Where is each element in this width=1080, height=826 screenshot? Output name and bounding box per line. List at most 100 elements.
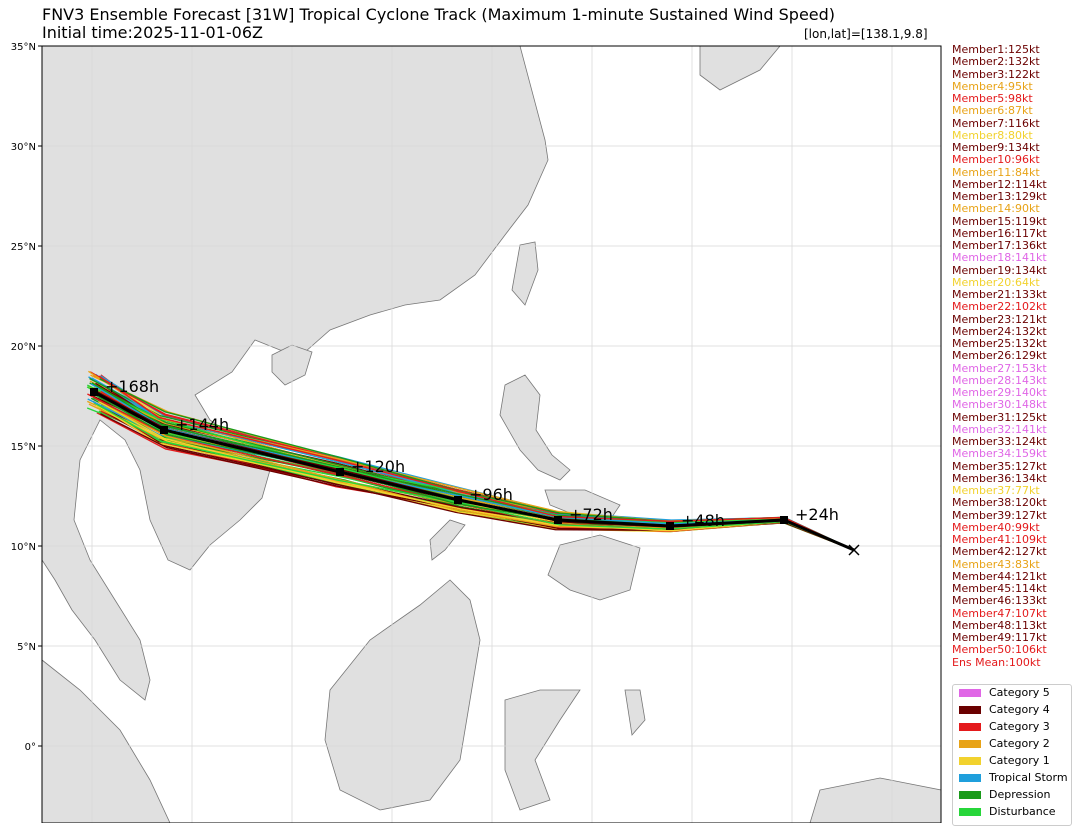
latitude-axis: 35°N 30°N 25°N 20°N 15°N 10°N 5°N 0°	[11, 42, 42, 753]
lat-tick-label: 15°N	[11, 442, 36, 453]
forecast-point	[780, 516, 788, 524]
legend-entry: Disturbance	[953, 804, 1071, 821]
forecast-point	[90, 388, 98, 396]
member-intensity: Member45:114kt	[952, 582, 1047, 595]
member-intensity: Member46:133kt	[952, 594, 1047, 608]
lat-tick-label: 20°N	[11, 342, 36, 353]
legend-entry: Tropical Storm	[953, 770, 1071, 787]
land-borneo	[324, 579, 481, 811]
land-sulawesi	[504, 689, 581, 811]
legend-label: Category 4	[989, 703, 1050, 716]
member-intensity-list: Member1:125kt Member2:132kt Member3:122kt M…	[952, 43, 1047, 669]
land-mainland-asia	[41, 45, 549, 701]
forecast-point	[554, 516, 562, 524]
member-intensity: Member37:77kt	[952, 484, 1040, 497]
member-intensity: Member25:132kt	[952, 337, 1047, 350]
map-frame	[41, 45, 942, 823]
member-intensity: Member48:113kt	[952, 618, 1047, 632]
ensemble-mean-line	[93, 390, 855, 552]
member-intensity: Member10:96kt	[952, 153, 1040, 167]
member-intensity: Member47:107kt	[952, 606, 1047, 620]
legend-entry: Category 2	[953, 736, 1071, 753]
member-intensity: Member43:83kt	[952, 557, 1040, 571]
forecast-point	[666, 522, 674, 530]
forecast-hour-label: +24h	[795, 505, 839, 524]
forecast-hour-label: +72h	[569, 505, 613, 524]
legend-label: Category 3	[989, 720, 1050, 733]
legend-swatch	[959, 723, 981, 731]
lat-tick-label: 25°N	[11, 242, 36, 253]
forecast-point	[336, 468, 344, 476]
legend-entry: Category 1	[953, 753, 1071, 770]
legend-entry: Depression	[953, 787, 1071, 804]
forecast-point	[160, 426, 168, 434]
legend-entry: Category 4	[953, 702, 1071, 719]
member-intensity: Member39:127kt	[952, 508, 1047, 522]
member-intensity: Member31:125kt	[952, 410, 1047, 424]
member-track	[98, 375, 855, 551]
member-intensity: Member4:95kt	[952, 79, 1033, 93]
land-layer	[41, 45, 942, 823]
member-intensity: Member49:117kt	[952, 631, 1047, 644]
legend-label: Category 5	[989, 686, 1050, 699]
legend-label: Category 1	[989, 754, 1050, 767]
land-mindanao	[547, 534, 641, 601]
member-intensity: Member7:116kt	[952, 116, 1040, 130]
category-legend: Category 5 Category 4 Category 3 Category 2…	[952, 684, 1072, 826]
member-intensity: Member8:80kt	[952, 128, 1033, 142]
legend-swatch	[959, 706, 981, 714]
member-intensity: Member29:140kt	[952, 386, 1047, 399]
member-intensity: Member21:133kt	[952, 288, 1047, 301]
member-intensity: Member20:64kt	[952, 275, 1040, 289]
member-intensity: Member14:90kt	[952, 202, 1040, 216]
member-intensity: Member15:119kt	[952, 214, 1047, 228]
forecast-hour-label: +48h	[681, 511, 725, 530]
land-halmahera	[624, 689, 646, 736]
legend-swatch	[959, 774, 981, 782]
member-intensity: Member28:143kt	[952, 373, 1047, 387]
legend-label: Tropical Storm	[989, 771, 1068, 784]
member-intensity: Member36:134kt	[952, 471, 1047, 485]
member-intensity: Member44:121kt	[952, 569, 1047, 583]
land-taiwan	[511, 241, 539, 306]
lat-tick-label: 35°N	[11, 42, 36, 53]
forecast-hour-label: +144h	[175, 415, 229, 434]
forecast-hour-label: +96h	[469, 485, 513, 504]
land-palawan	[429, 519, 466, 561]
legend-entry: Category 3	[953, 719, 1071, 736]
legend-entry: Category 5	[953, 685, 1071, 702]
member-intensity: Ens Mean:100kt	[952, 655, 1041, 669]
member-track	[97, 404, 855, 551]
position-readout: [lon,lat]=[138.1,9.8]	[804, 27, 928, 41]
member-intensity: Member12:114kt	[952, 177, 1047, 191]
lat-tick-label: 0°	[25, 742, 36, 753]
initial-position-marker	[848, 544, 860, 556]
member-intensity: Member5:98kt	[952, 92, 1033, 105]
legend-swatch	[959, 740, 981, 748]
ensemble-mean-track: +24h +48h +72h +96h +120h +144h +168h	[90, 377, 860, 556]
land-sumatra	[41, 659, 171, 823]
member-intensity: Member2:132kt	[952, 55, 1040, 69]
member-intensity: Member32:141kt	[952, 422, 1047, 436]
member-intensity: Member27:153kt	[952, 361, 1047, 375]
member-intensity: Member1:125kt	[952, 43, 1040, 56]
member-intensity: Member30:148kt	[952, 398, 1047, 412]
legend-swatch	[959, 808, 981, 816]
forecast-hour-label: +120h	[351, 457, 405, 476]
forecast-point	[454, 496, 462, 504]
member-intensity: Member17:136kt	[952, 239, 1047, 252]
legend-swatch	[959, 757, 981, 765]
member-intensity: Member16:117kt	[952, 226, 1047, 240]
member-intensity: Member13:129kt	[952, 190, 1047, 203]
lat-tick-label: 10°N	[11, 542, 36, 553]
member-intensity: Member35:127kt	[952, 459, 1047, 473]
land-luzon	[499, 374, 571, 481]
legend-swatch	[959, 791, 981, 799]
member-intensity: Member22:102kt	[952, 300, 1047, 314]
member-intensity: Member40:99kt	[952, 520, 1040, 534]
member-intensity: Member9:134kt	[952, 141, 1040, 154]
member-intensity: Member50:106kt	[952, 643, 1047, 657]
legend-label: Depression	[989, 788, 1051, 801]
legend-swatch	[959, 689, 981, 697]
